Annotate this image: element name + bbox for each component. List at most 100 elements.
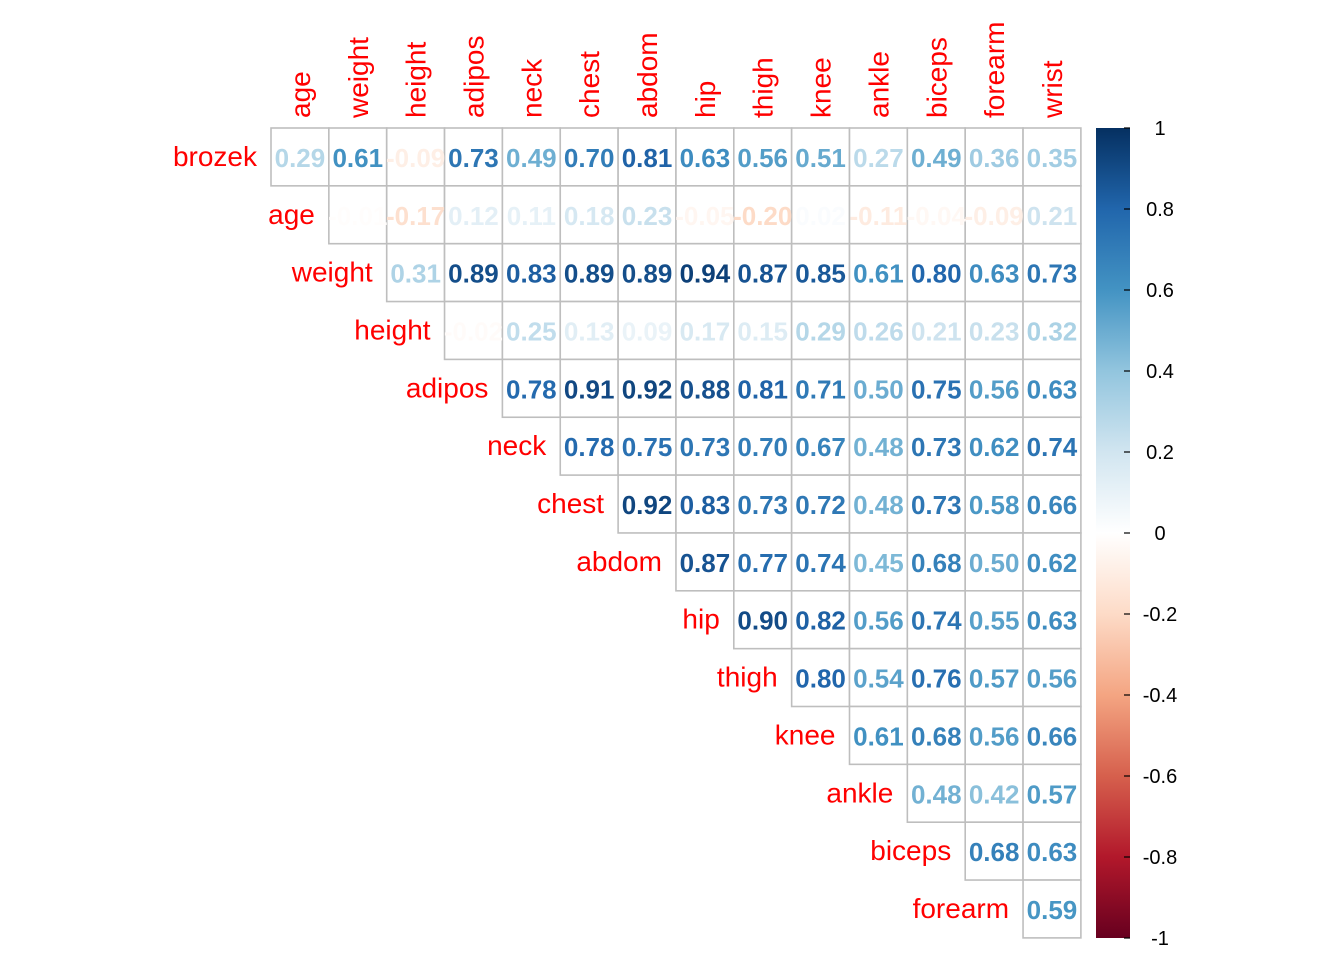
grid-cell xyxy=(385,185,446,245)
row-label: chest xyxy=(537,488,604,519)
cell-value-label: 0.56 xyxy=(969,721,1020,751)
cell-value-label: 0.27 xyxy=(853,143,904,173)
column-label: biceps xyxy=(921,37,952,118)
cell-value-label: -0.17 xyxy=(386,201,445,231)
cell-value-label: 0.26 xyxy=(853,316,904,346)
grid-cell xyxy=(328,127,388,187)
cell-value-label: 0.56 xyxy=(853,606,904,636)
cell-value-label: 0.66 xyxy=(1027,490,1078,520)
grid-cell xyxy=(1022,127,1082,187)
grid-cell xyxy=(1022,589,1082,650)
grid-cell xyxy=(848,474,909,534)
cell-value-label: 0.78 xyxy=(564,432,615,462)
grid-cell xyxy=(964,705,1024,766)
cell-value-label: 0.63 xyxy=(680,143,731,173)
cell-value-label: 0.29 xyxy=(795,316,846,346)
column-label: hip xyxy=(690,81,721,118)
cell-value-label: 0.71 xyxy=(795,374,846,404)
grid-cell xyxy=(848,589,909,650)
grid-cell xyxy=(732,532,793,592)
grid-cell xyxy=(559,416,619,476)
column-label: weight xyxy=(343,37,374,119)
cell-value-label: 0.70 xyxy=(564,143,615,173)
cell-value-label: 0.68 xyxy=(969,837,1020,867)
colorbar-tick-label: -0.6 xyxy=(1143,766,1177,788)
column-label: chest xyxy=(574,51,605,118)
grid-cell xyxy=(1022,647,1082,708)
column-label: age xyxy=(285,71,316,118)
cell-value-label: -0.05 xyxy=(675,201,734,231)
cell-value-label: 0.89 xyxy=(448,259,499,289)
grid-cell xyxy=(790,300,851,361)
cell-value-label: 0.57 xyxy=(969,664,1020,694)
row-label: ankle xyxy=(826,777,893,808)
cell-value-label: 0.25 xyxy=(506,316,557,346)
cell-value-label: 0.61 xyxy=(853,721,904,751)
cell-value-label: 0.48 xyxy=(853,432,904,462)
cell-value-label: 0.23 xyxy=(622,201,673,231)
colorbar-tick-label: 0.2 xyxy=(1146,442,1174,464)
grid-cell xyxy=(501,185,562,245)
cell-value-label: 0.59 xyxy=(1027,895,1078,925)
cell-value-label: -0.09 xyxy=(964,201,1023,231)
grid-cell xyxy=(906,242,966,303)
column-label: adipos xyxy=(458,35,489,118)
row-label: height xyxy=(354,314,431,345)
grid-cell xyxy=(443,300,504,361)
cell-value-label: 0.63 xyxy=(969,259,1020,289)
cell-value-label: 0.77 xyxy=(737,548,788,578)
cell-value-label: 0.88 xyxy=(680,374,731,404)
row-label: neck xyxy=(487,430,547,461)
cell-value-label: 0.50 xyxy=(853,374,904,404)
cell-value-label: 0.23 xyxy=(969,316,1020,346)
grid-cell xyxy=(559,185,619,245)
grid-cell xyxy=(559,300,619,361)
grid-cell xyxy=(501,358,562,419)
cell-value-label: 0.51 xyxy=(795,143,846,173)
cell-value-label: 0.48 xyxy=(853,490,904,520)
cell-value-label: 0.73 xyxy=(737,490,788,520)
grid-cell xyxy=(732,185,793,245)
grid-cell xyxy=(1022,705,1082,766)
grid-cell xyxy=(1022,416,1082,476)
cell-value-label: 0.63 xyxy=(1027,606,1078,636)
grid-cell xyxy=(906,589,966,650)
cell-value-label: 0.62 xyxy=(969,432,1020,462)
cell-value-label: 0.92 xyxy=(622,374,673,404)
cell-value-label: 0.80 xyxy=(795,664,846,694)
cell-value-label: 0.35 xyxy=(1027,143,1078,173)
grid-cell xyxy=(1022,242,1082,303)
cell-value-label: 0.91 xyxy=(564,374,615,404)
column-labels: age weight height adipos neck chest abdom hip th… xyxy=(285,22,1068,119)
cell-value-label: 0.11 xyxy=(507,201,556,231)
cell-value-label: 0.49 xyxy=(506,143,557,173)
cell-value-label: 0.70 xyxy=(737,432,788,462)
cell-value-label: 0.56 xyxy=(969,374,1020,404)
grid-cell xyxy=(617,185,677,245)
cell-value-label: 0.75 xyxy=(622,432,673,462)
colorbar-tick-label: -0.2 xyxy=(1143,604,1177,626)
grid-cell xyxy=(964,358,1024,419)
cell-value-label: 0.36 xyxy=(969,143,1020,173)
grid-cell xyxy=(790,358,851,419)
grid-cell xyxy=(443,185,504,245)
grid-cell xyxy=(848,416,909,476)
colorbar-tick-label: 0 xyxy=(1154,523,1165,545)
cell-value-label: 0.61 xyxy=(853,259,904,289)
cell-value-label: 0.81 xyxy=(622,143,673,173)
cell-value-label: 0.63 xyxy=(1027,837,1078,867)
column-label: wrist xyxy=(1037,60,1068,119)
cell-value-label: 0.29 xyxy=(275,143,326,173)
cell-value-label: 0.85 xyxy=(795,259,846,289)
cell-value-label: 0.87 xyxy=(680,548,731,578)
colorbar-tick-label: 0.8 xyxy=(1146,199,1174,221)
grid-cell xyxy=(964,416,1024,476)
cell-value-label: 0.81 xyxy=(737,374,788,404)
colorbar-tick-label: 0.6 xyxy=(1146,280,1174,302)
colorbar-tick-label: -0.4 xyxy=(1143,685,1177,707)
heatmap-cells: 0.29 0.61 -0.09 0.73 0.49 0.70 0.81 0.63 0.56 0.5… xyxy=(270,127,1082,939)
grid-cell xyxy=(848,532,909,592)
cell-value-label: 0.56 xyxy=(1027,664,1078,694)
row-label: age xyxy=(268,199,315,230)
grid-cell xyxy=(675,358,735,419)
